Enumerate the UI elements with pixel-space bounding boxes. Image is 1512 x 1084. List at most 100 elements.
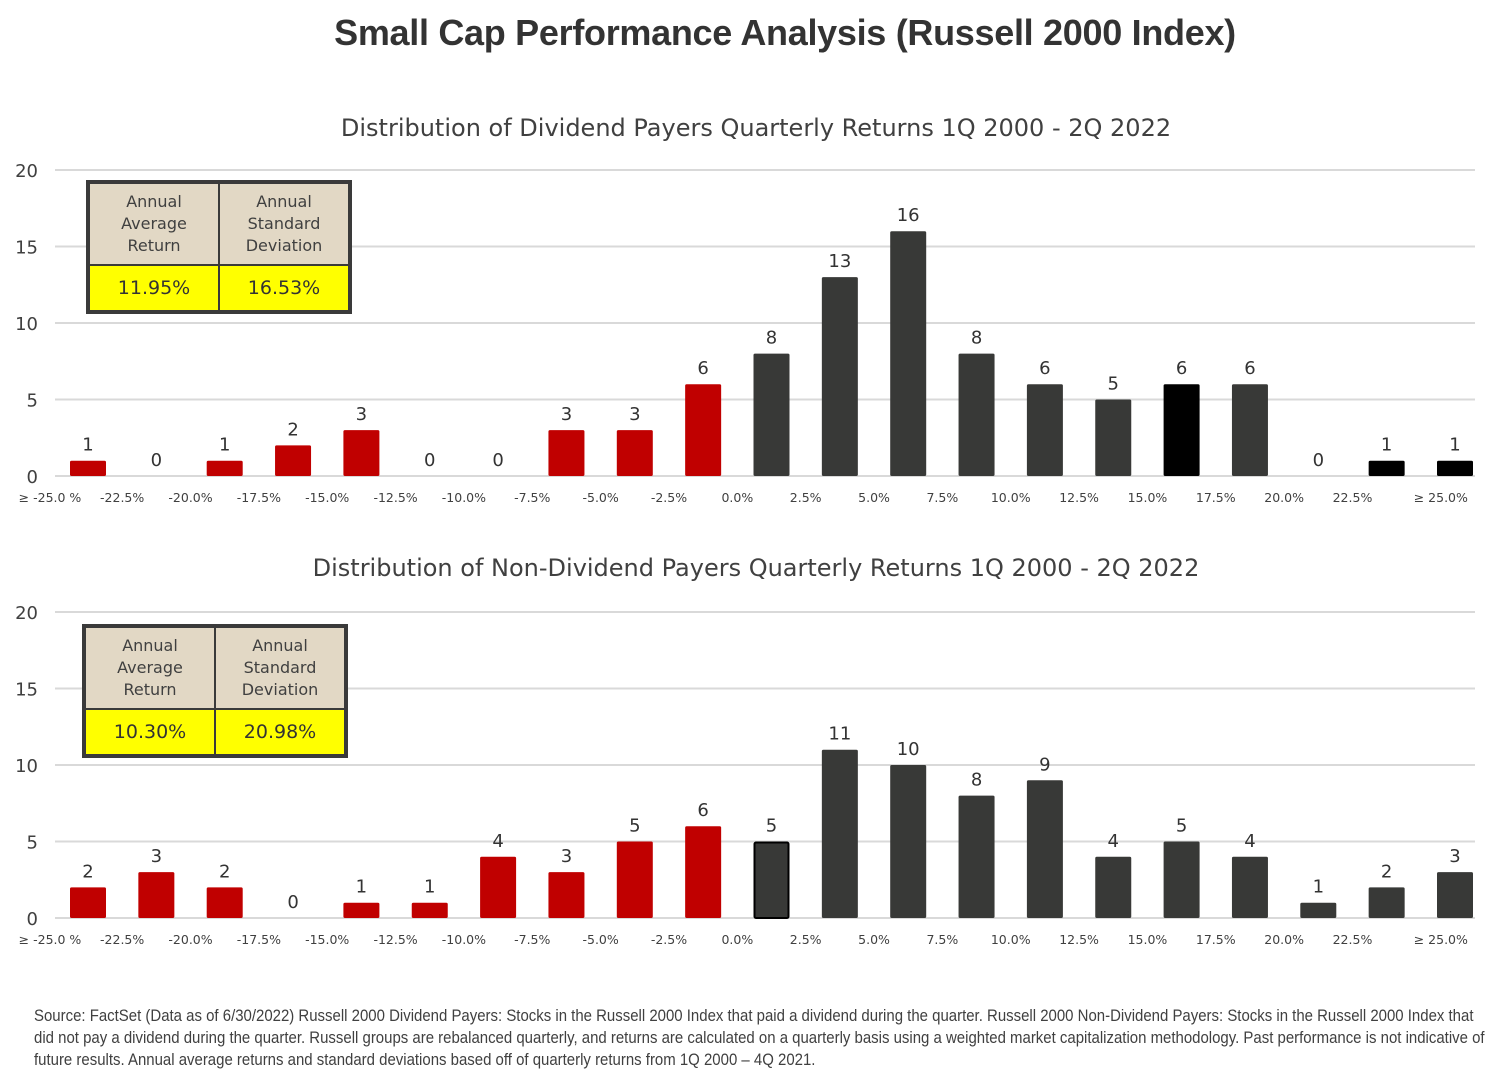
x-tick-label: -2.5%	[651, 932, 687, 947]
bar	[1437, 460, 1473, 476]
bar	[821, 277, 858, 476]
x-tick-label: -17.5%	[237, 490, 281, 505]
x-tick-label: 2.5%	[790, 490, 822, 505]
x-tick-label: 5.0%	[858, 932, 890, 947]
x-tick-label: -22.5%	[100, 932, 144, 947]
bar-value-label: 1	[1381, 435, 1392, 456]
bar-value-label: 16	[897, 205, 920, 226]
bar-value-label: 8	[971, 770, 982, 791]
x-tick-label: 5.0%	[858, 490, 890, 505]
bar	[411, 902, 448, 918]
bar	[548, 430, 585, 476]
y-tick-label: 5	[27, 391, 38, 412]
stat-value-std-dev: 20.98%	[214, 708, 346, 756]
y-tick-label: 5	[27, 833, 38, 854]
x-tick-label: -7.5%	[514, 490, 550, 505]
bar	[616, 430, 653, 476]
x-tick-label: 20.0%	[1264, 932, 1304, 947]
bar-value-label: 1	[424, 877, 435, 898]
bar-value-label: 0	[492, 450, 503, 471]
bar	[1163, 841, 1200, 918]
x-tick-label: -10.0%	[442, 932, 486, 947]
bar	[1231, 856, 1268, 918]
bar	[138, 872, 175, 918]
bar-value-label: 3	[629, 404, 640, 425]
x-tick-label: 10.0%	[991, 932, 1031, 947]
x-tick-label: 12.5%	[1059, 932, 1099, 947]
bar-value-label: 1	[1449, 435, 1460, 456]
y-tick-label: 10	[15, 314, 38, 335]
bar	[685, 384, 722, 476]
x-tick-label: 17.5%	[1196, 932, 1236, 947]
stat-header-std-dev: Annual Standard Deviation	[218, 182, 350, 266]
bar-value-label: 5	[1176, 816, 1187, 837]
chart-title-non-dividend-payers: Distribution of Non-Dividend Payers Quar…	[312, 554, 1200, 582]
bar-value-label: 6	[697, 800, 708, 821]
bar	[343, 902, 380, 918]
bar	[343, 430, 380, 476]
x-tick-label: -7.5%	[514, 932, 550, 947]
bar	[958, 353, 995, 476]
bar-value-label: 1	[82, 435, 93, 456]
bar	[548, 872, 585, 918]
x-tick-label: ≥ 25.0%	[1414, 490, 1468, 505]
x-tick-label: -5.0%	[582, 490, 618, 505]
bar-value-label: 10	[897, 739, 920, 760]
bar-value-label: 4	[492, 831, 503, 852]
x-tick-label: 2.5%	[790, 932, 822, 947]
bar	[821, 749, 858, 918]
x-tick-label: -17.5%	[237, 932, 281, 947]
bar-value-label: 11	[828, 724, 851, 745]
bar	[1437, 872, 1473, 918]
stat-header-avg-return: Annual Average Return	[88, 182, 220, 266]
x-tick-label: -22.5%	[100, 490, 144, 505]
bar-value-label: 5	[766, 816, 777, 837]
x-tick-label: ≥ -25.0 %	[19, 932, 82, 947]
bar-value-label: 13	[828, 251, 851, 272]
bar-value-label: 4	[1244, 831, 1255, 852]
bar	[480, 856, 517, 918]
bar	[1231, 384, 1268, 476]
x-tick-label: 7.5%	[926, 932, 958, 947]
stats-table-non-dividend-payers: Annual Average Return Annual Standard Deviat…	[82, 624, 348, 758]
bar-value-label: 0	[287, 892, 298, 913]
stats-table-dividend-payers: Annual Average Return Annual Standard Deviat…	[86, 180, 352, 314]
x-tick-label: 10.0%	[991, 490, 1031, 505]
stat-header-avg-return: Annual Average Return	[84, 626, 216, 710]
stat-value-std-dev: 16.53%	[218, 264, 350, 312]
x-tick-label: 15.0%	[1128, 932, 1168, 947]
bar-value-label: 8	[971, 328, 982, 349]
bar	[206, 887, 243, 918]
x-tick-label: 22.5%	[1333, 932, 1373, 947]
x-tick-label: 17.5%	[1196, 490, 1236, 505]
x-tick-label: -12.5%	[373, 490, 417, 505]
bar-value-label: 2	[1381, 861, 1392, 882]
x-tick-label: -20.0%	[168, 490, 212, 505]
chart-title-dividend-payers: Distribution of Dividend Payers Quarterl…	[340, 114, 1172, 142]
x-tick-label: -12.5%	[373, 932, 417, 947]
bar	[890, 231, 927, 476]
bar-value-label: 6	[1176, 358, 1187, 379]
bar	[70, 460, 106, 476]
y-tick-label: 0	[27, 909, 38, 930]
bar	[1163, 384, 1200, 476]
x-tick-label: -5.0%	[582, 932, 618, 947]
bar-value-label: 2	[219, 861, 230, 882]
bar-value-label: 0	[151, 450, 162, 471]
y-tick-label: 10	[15, 756, 38, 777]
bar-value-label: 6	[1244, 358, 1255, 379]
bar-value-label: 3	[356, 404, 367, 425]
y-tick-label: 0	[27, 467, 38, 488]
bar-value-label: 5	[629, 816, 640, 837]
bar	[70, 887, 106, 918]
x-tick-label: 15.0%	[1128, 490, 1168, 505]
x-tick-label: -15.0%	[305, 932, 349, 947]
bar	[958, 795, 995, 918]
bar-value-label: 1	[219, 435, 230, 456]
y-tick-label: 15	[15, 680, 38, 701]
bar-value-label: 2	[82, 861, 93, 882]
bar-value-label: 5	[1108, 374, 1119, 395]
bar-value-label: 0	[424, 450, 435, 471]
